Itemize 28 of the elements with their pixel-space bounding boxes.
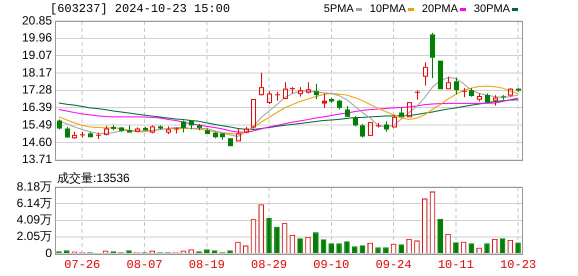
y-tick-label: 17.28 bbox=[22, 82, 52, 97]
y-tick-label: 6.14万 bbox=[16, 196, 52, 210]
y-tick-label: 13.71 bbox=[22, 152, 52, 166]
y-tick-label: 4.09万 bbox=[16, 212, 52, 227]
y-tick-label: 2.05万 bbox=[16, 229, 52, 244]
y-tick-label: 16.39 bbox=[22, 100, 52, 114]
y-tick-label: 8.18万 bbox=[16, 179, 52, 194]
y-tick-label: 19.96 bbox=[22, 30, 52, 45]
y-tick-label: 15.49 bbox=[22, 118, 52, 132]
x-tick-label: 07-26 bbox=[64, 258, 100, 272]
x-tick-label: 10-23 bbox=[500, 258, 536, 272]
legend-label: 5PMA bbox=[324, 3, 355, 15]
legend-label: 10PMA bbox=[370, 3, 407, 15]
y-tick-label: 19.07 bbox=[22, 48, 52, 62]
chart-title: [603237] 2024-10-23 15:00 bbox=[50, 2, 230, 16]
y-tick-label: 14.60 bbox=[22, 134, 52, 149]
legend-label: 30PMA bbox=[474, 3, 511, 15]
y-tick-label: 20.85 bbox=[22, 13, 52, 28]
x-tick-label: 10-11 bbox=[438, 258, 474, 272]
y-tick-label: 18.17 bbox=[22, 65, 52, 80]
x-tick-label: 08-07 bbox=[126, 258, 163, 272]
x-tick-label: 09-10 bbox=[313, 258, 350, 272]
chart-title: 成交量:13536 bbox=[57, 170, 130, 187]
x-tick-label: 09-24 bbox=[376, 258, 412, 272]
legend-label: 20PMA bbox=[422, 3, 459, 15]
x-tick-label: 08-29 bbox=[251, 258, 288, 272]
y-tick-label: 0 bbox=[45, 246, 52, 260]
x-tick-label: 08-19 bbox=[188, 258, 225, 272]
